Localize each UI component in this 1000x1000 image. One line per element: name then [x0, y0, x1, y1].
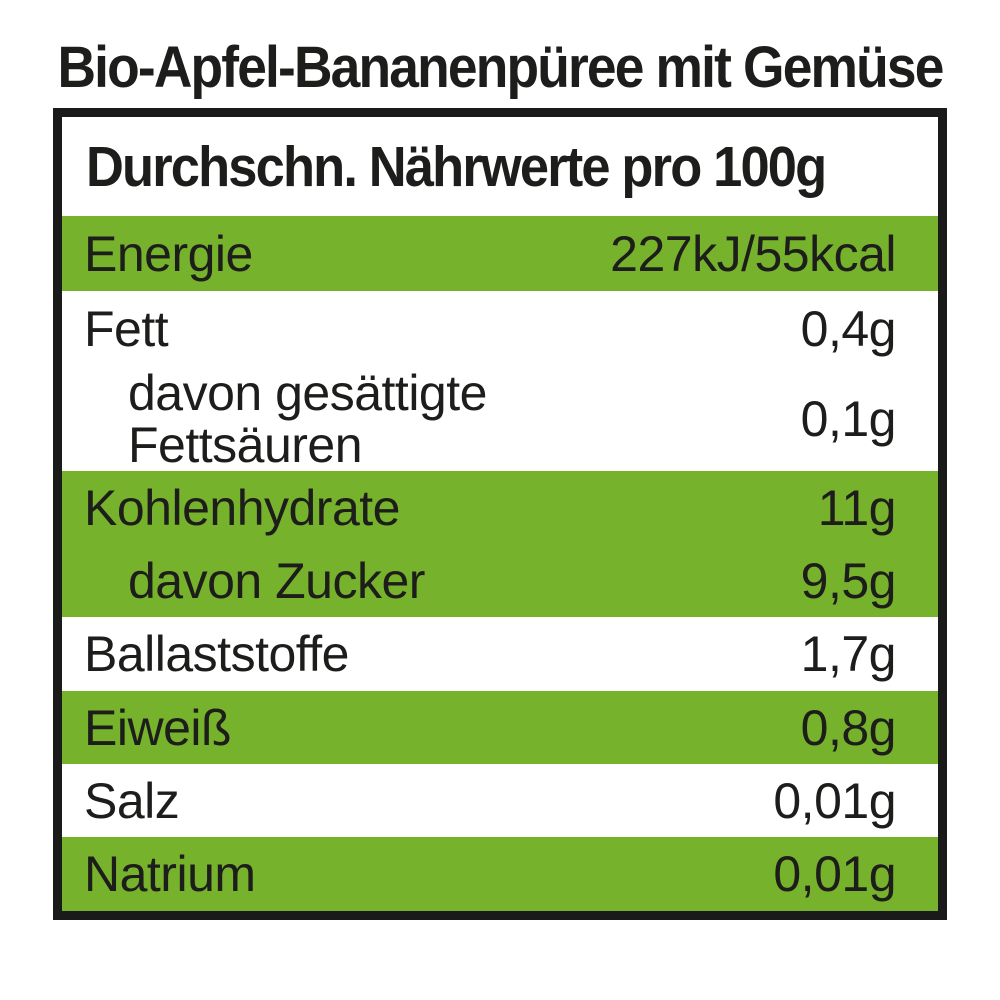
row-salz: Salz 0,01g	[62, 764, 938, 837]
row-value: 0,8g	[800, 699, 897, 756]
row-davon-zucker: davon Zucker 9,5g	[62, 544, 938, 617]
row-label: Eiweiß	[84, 699, 232, 756]
row-label: Energie	[84, 225, 253, 282]
row-value: 0,1g	[800, 390, 897, 447]
row-label: Ballaststoffe	[84, 626, 349, 682]
row-kohlenhydrate: Kohlenhydrate 11g	[62, 471, 938, 544]
row-label: Kohlenhydrate	[84, 479, 400, 536]
row-value: 0,01g	[773, 772, 896, 829]
row-ballaststoffe: Ballaststoffe 1,7g	[62, 617, 938, 691]
table-header-text: Durchschn. Nährwerte pro 100g	[86, 134, 827, 199]
row-value: 11g	[817, 479, 897, 536]
row-eiweiss: Eiweiß 0,8g	[62, 691, 938, 764]
row-label: davon Zucker	[128, 552, 425, 609]
row-value: 227kJ/55kcal	[610, 225, 896, 282]
row-label: Salz	[84, 772, 180, 829]
row-fett: Fett 0,4g	[62, 291, 938, 366]
row-natrium: Natrium 0,01g	[62, 837, 938, 911]
row-value: 1,7g	[800, 626, 897, 682]
row-gesaettigte-fettsaeuren: davon gesättigte Fettsäuren 0,1g	[62, 366, 938, 471]
row-value: 9,5g	[800, 552, 897, 609]
row-label: Fett	[84, 300, 169, 357]
row-label: Natrium	[84, 846, 256, 902]
row-value: 0,01g	[773, 846, 896, 902]
row-energie: Energie 227kJ/55kcal	[62, 216, 938, 291]
product-title-text: Bio-Apfel-Bananenpüree mit Gemüse	[57, 35, 944, 100]
product-title: Bio-Apfel-Bananenpüree mit Gemüse	[0, 34, 1000, 101]
row-label: davon gesättigte Fettsäuren	[128, 364, 487, 473]
row-value: 0,4g	[800, 300, 897, 357]
nutrition-table: Durchschn. Nährwerte pro 100g Energie 22…	[53, 108, 947, 920]
table-header-row: Durchschn. Nährwerte pro 100g	[62, 117, 938, 216]
